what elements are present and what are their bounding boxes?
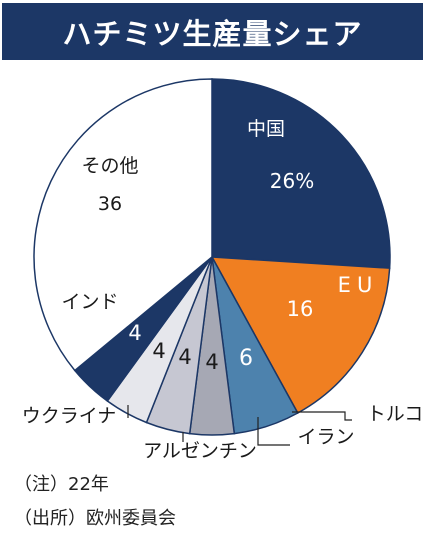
category-label-ukraine: ウクライナ: [22, 405, 117, 427]
value-label-argentina: 4: [178, 345, 191, 369]
category-label-argentina: アルゼンチン: [143, 440, 257, 462]
category-label-india: インド: [61, 291, 118, 313]
value-label-iran: 4: [205, 350, 218, 374]
value-label-other: 36: [98, 193, 122, 215]
value-label-turkey: 6: [239, 346, 253, 371]
note-source: （出所）欧州委員会: [14, 508, 176, 529]
value-label-india: 4: [128, 321, 141, 345]
title-bar: ハチミツ生産量シェア: [2, 3, 423, 60]
pie-slice-other: [33, 78, 213, 372]
category-label-other: その他: [81, 155, 138, 177]
value-label-eu: 16: [287, 297, 314, 321]
leader-line-turkey: [292, 411, 352, 421]
leader-line-iran: [257, 417, 290, 446]
note-year: （注）22年: [14, 474, 109, 495]
pie-slice-china: [211, 78, 391, 269]
value-label-china: 26%: [270, 169, 314, 193]
category-label-china: 中国: [247, 118, 285, 140]
chart-title: ハチミツ生産量シェア: [62, 16, 363, 51]
pie-slice-eu: [210, 256, 391, 414]
category-label-eu: EU: [338, 273, 379, 297]
value-label-ukraine: 4: [152, 339, 165, 363]
category-label-iran: イラン: [297, 426, 354, 448]
category-label-turkey: トルコ: [367, 403, 424, 425]
